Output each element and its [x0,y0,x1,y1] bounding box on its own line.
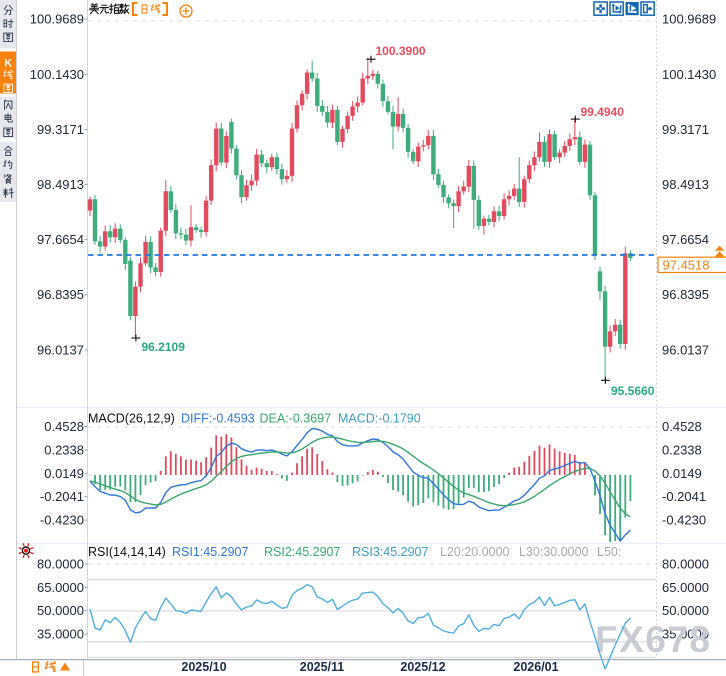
svg-text:80.0000: 80.0000 [662,557,709,572]
svg-text:35.0000: 35.0000 [37,627,84,642]
svg-text:RSI(14,14,14): RSI(14,14,14) [88,545,166,559]
svg-text:98.4913: 98.4913 [37,177,84,192]
svg-text:100.1430: 100.1430 [30,67,84,82]
svg-text:97.6654: 97.6654 [662,232,709,247]
svg-text:-0.2041: -0.2041 [662,489,706,504]
svg-text:100.9689: 100.9689 [662,12,716,27]
svg-text:L50:: L50: [597,545,621,559]
svg-text:99.3171: 99.3171 [37,122,84,137]
svg-text:50.0000: 50.0000 [37,603,84,618]
svg-text:35.0000: 35.0000 [662,627,709,642]
svg-text:2025/11: 2025/11 [300,660,345,674]
svg-text:65.0000: 65.0000 [37,580,84,595]
svg-text:2025/12: 2025/12 [400,660,445,674]
svg-text:95.5660: 95.5660 [611,384,655,398]
svg-text:RSI1:45.2907: RSI1:45.2907 [172,545,248,559]
svg-text:L30:30.0000: L30:30.0000 [519,545,589,559]
svg-text:0.4528: 0.4528 [662,419,702,434]
svg-text:FX678: FX678 [595,619,712,660]
svg-text:50.0000: 50.0000 [662,603,709,618]
svg-text:96.0137: 96.0137 [662,342,709,357]
svg-text:96.2109: 96.2109 [142,340,186,354]
svg-text:96.8395: 96.8395 [37,287,84,302]
svg-text:100.1430: 100.1430 [662,67,716,82]
svg-text:0.2338: 0.2338 [662,442,702,457]
svg-text:RSI3:45.2907: RSI3:45.2907 [352,545,428,559]
svg-text:K: K [4,58,12,70]
svg-text:99.4940: 99.4940 [581,105,625,119]
svg-text:L20:20.0000: L20:20.0000 [440,545,510,559]
svg-text:-0.4230: -0.4230 [40,513,84,528]
svg-text:MACD:-0.1790: MACD:-0.1790 [338,412,421,426]
svg-text:97.4518: 97.4518 [663,258,710,273]
svg-text:RSI2:45.2907: RSI2:45.2907 [264,545,340,559]
svg-text:2026/01: 2026/01 [513,660,558,674]
svg-text:0.0149: 0.0149 [44,466,84,481]
svg-text:0.0149: 0.0149 [662,466,702,481]
svg-text:-0.4230: -0.4230 [662,513,706,528]
svg-text:65.0000: 65.0000 [662,580,709,595]
svg-text:DIFF:-0.4593: DIFF:-0.4593 [181,412,255,426]
svg-text:96.8395: 96.8395 [662,287,709,302]
svg-text:96.0137: 96.0137 [37,342,84,357]
svg-text:98.4913: 98.4913 [662,177,709,192]
svg-text:99.3171: 99.3171 [662,122,709,137]
svg-text:MACD(26,12,9): MACD(26,12,9) [88,412,175,426]
svg-text:-0.2041: -0.2041 [40,489,84,504]
svg-text:80.0000: 80.0000 [37,557,84,572]
svg-text:0.4528: 0.4528 [44,419,84,434]
svg-text:DEA:-0.3697: DEA:-0.3697 [260,412,332,426]
svg-text:0.2338: 0.2338 [44,442,84,457]
svg-text:97.6654: 97.6654 [37,232,84,247]
svg-text:100.9689: 100.9689 [30,12,84,27]
svg-text:2025/10: 2025/10 [181,660,226,674]
svg-text:100.3900: 100.3900 [376,44,426,58]
